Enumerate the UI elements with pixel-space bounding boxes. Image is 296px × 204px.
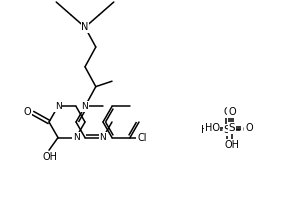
Text: O: O [245, 123, 253, 133]
Text: N: N [100, 133, 106, 142]
Text: S: S [229, 123, 235, 133]
Text: N: N [73, 133, 79, 142]
Text: OH: OH [43, 152, 57, 162]
Text: S: S [223, 125, 231, 135]
Text: HO: HO [200, 125, 215, 135]
Text: N: N [55, 102, 61, 111]
Text: OH: OH [224, 140, 239, 150]
Text: O: O [242, 125, 250, 135]
Text: Cl: Cl [137, 133, 147, 143]
Text: HO: HO [205, 123, 220, 133]
Text: N: N [81, 22, 89, 32]
Text: N: N [82, 102, 89, 111]
Text: O: O [223, 107, 231, 117]
Text: O: O [223, 143, 231, 153]
Text: O: O [228, 107, 236, 117]
Text: O: O [24, 107, 32, 117]
